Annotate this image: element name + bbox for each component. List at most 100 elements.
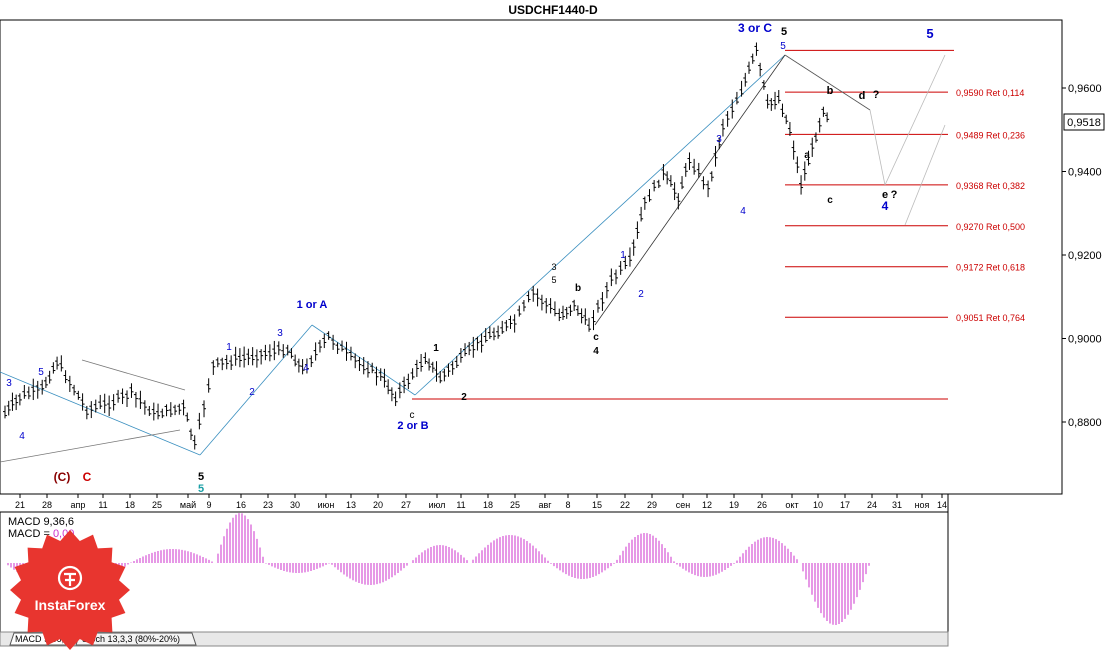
retracement-lines: 0,9590 Ret 0,114 0,9489 Ret 0,236 0,9368 R…: [412, 49, 1025, 400]
wave-label: 2 or B: [397, 420, 428, 432]
time-tick-label: 29: [647, 500, 657, 510]
time-tick-label: 31: [892, 500, 902, 510]
wave-label: 4: [303, 363, 309, 374]
time-tick-label: 15: [592, 500, 602, 510]
wave-label: 5: [551, 275, 556, 285]
indicator-name-label: MACD 9,36,6: [8, 516, 74, 528]
retracement-label: 0,9489 Ret 0,236: [956, 130, 1025, 140]
price-bars: [3, 42, 830, 450]
time-tick-label: 13: [346, 500, 356, 510]
time-tick-label: 30: [290, 500, 300, 510]
trend-lines: [0, 54, 946, 463]
wave-label: b: [827, 85, 834, 97]
logo-emblem-mark: [64, 572, 76, 586]
price-axis: 0,9600 0,9400 0,9200 0,9000 0,8800: [1062, 83, 1102, 429]
logo-brand-text: InstaForex: [35, 597, 106, 613]
time-tick-label: 26: [757, 500, 767, 510]
wave-label: b: [575, 283, 581, 294]
wave-label: a: [804, 150, 810, 161]
wave-label: 5: [198, 471, 204, 483]
wave-label: 2: [461, 392, 467, 403]
wave-label: ?: [891, 189, 898, 201]
time-tick-label: 11: [98, 500, 107, 510]
trend-line: [0, 429, 181, 463]
time-tick-label: окт: [785, 500, 798, 510]
price-tick-label: 0,8800: [1068, 417, 1102, 429]
wave-label: c: [593, 332, 599, 343]
wave-label: 3: [6, 378, 12, 389]
time-tick-label: 19: [729, 500, 739, 510]
wave-label: 3: [716, 134, 722, 145]
time-tick-label: 22: [620, 500, 630, 510]
wave-label: 5: [781, 26, 787, 38]
retracement-label: 0,9051 Ret 0,764: [956, 313, 1025, 323]
time-tick-label: 25: [510, 500, 520, 510]
wave-label: 4: [882, 199, 889, 213]
time-tick-label: 25: [152, 500, 162, 510]
tab-stoch-label: Stoch 13,3,3 (80%-20%): [82, 634, 180, 644]
time-tick-label: 9: [206, 500, 211, 510]
trend-line: [904, 124, 946, 226]
trend-line: [414, 54, 786, 396]
time-tick-label: 18: [483, 500, 493, 510]
time-tick-label: ноя: [915, 500, 930, 510]
trend-line: [81, 359, 186, 391]
logo-emblem-icon: [57, 565, 83, 591]
indicator-value-prefix: MACD =: [8, 528, 53, 540]
retracement-label: 0,9172 Ret 0,618: [956, 263, 1025, 273]
trend-line: [784, 54, 871, 111]
trend-line: [199, 324, 313, 456]
wave-label: 4: [740, 206, 746, 217]
time-tick-label: 21: [15, 500, 25, 510]
wave-label: 3: [551, 262, 556, 272]
main-plot-frame: [0, 19, 1063, 495]
time-tick-label: апр: [71, 500, 86, 510]
trend-line: [0, 371, 201, 456]
time-tick-label: 20: [373, 500, 383, 510]
time-tick-label: сен: [676, 500, 691, 510]
wave-label: 5: [926, 26, 933, 41]
time-tick-label: май: [180, 500, 196, 510]
wave-label: 4: [19, 431, 25, 442]
time-tick-label: 28: [42, 500, 52, 510]
tab-macd-label: MACD 9,36,6: [15, 634, 69, 644]
macd-histogram: [7, 513, 870, 625]
wave-label: 3: [277, 328, 283, 339]
wave-label: 1: [433, 343, 439, 354]
wave-label: c: [827, 195, 833, 206]
wave-label: (C): [54, 470, 71, 484]
current-price-box: [1063, 113, 1105, 131]
wave-label: 5: [780, 41, 786, 52]
retracement-label: 0,9590 Ret 0,114: [956, 88, 1024, 98]
time-tick-label: 11: [456, 500, 465, 510]
tab-strip: [0, 631, 949, 647]
retracement-label: 0,9270 Ret 0,500: [956, 222, 1025, 232]
instaforex-logo: InstaForex: [10, 530, 130, 650]
wave-label: 2: [638, 289, 644, 300]
wave-label: e: [882, 189, 888, 201]
wave-label: 1: [620, 250, 626, 261]
time-tick-label: 27: [401, 500, 411, 510]
wave-label: 1 or A: [297, 299, 328, 311]
price-tick-label: 0,9600: [1068, 83, 1102, 95]
wave-label: ?: [873, 89, 880, 101]
time-tick-label: 12: [702, 500, 712, 510]
time-tick-label: 17: [840, 500, 850, 510]
price-tick-label: 0,9400: [1068, 167, 1102, 179]
wave-label: C: [83, 470, 92, 484]
wave-label: c: [410, 410, 415, 421]
wave-label: 2: [249, 387, 255, 398]
trend-line: [594, 54, 786, 326]
time-tick-label: 16: [236, 500, 246, 510]
time-tick-label: 8: [565, 500, 570, 510]
price-tick-label: 0,9000: [1068, 334, 1102, 346]
time-tick-label: 18: [125, 500, 135, 510]
retracement-label: 0,9368 Ret 0,382: [956, 181, 1025, 191]
time-tick-label: июл: [429, 500, 446, 510]
time-tick-label: авг: [538, 500, 552, 510]
chart-title: USDCHF1440-D: [508, 3, 598, 17]
wave-label: 1: [226, 342, 232, 353]
time-tick-label: 24: [867, 500, 877, 510]
